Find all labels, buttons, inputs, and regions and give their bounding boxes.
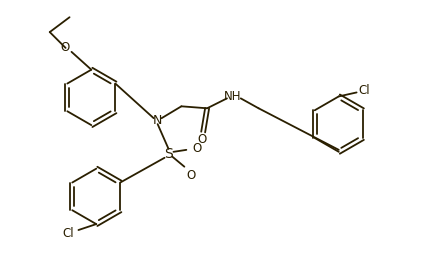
Text: S: S: [164, 147, 173, 161]
Text: O: O: [186, 169, 195, 182]
Text: O: O: [192, 142, 201, 155]
Text: N: N: [152, 114, 162, 127]
Text: Cl: Cl: [63, 227, 74, 240]
Text: Cl: Cl: [358, 84, 370, 97]
Text: NH: NH: [224, 90, 241, 103]
Text: O: O: [60, 41, 69, 54]
Text: O: O: [197, 134, 206, 146]
